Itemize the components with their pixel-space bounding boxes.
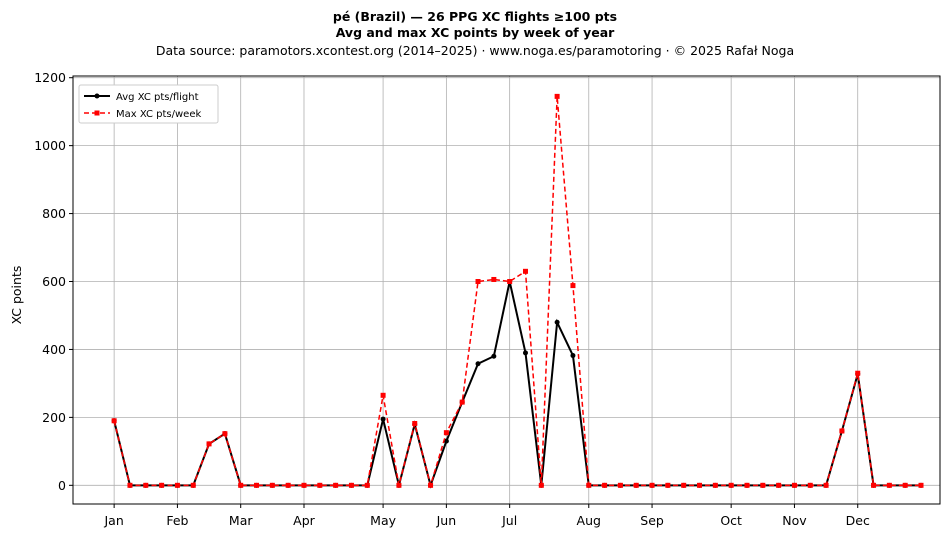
x-tick-label: Jul bbox=[501, 513, 517, 528]
y-tick-label: 800 bbox=[42, 206, 66, 221]
max-point bbox=[127, 482, 133, 488]
max-point bbox=[776, 482, 782, 488]
max-point bbox=[649, 482, 655, 488]
max-point bbox=[348, 482, 354, 488]
max-point bbox=[412, 420, 418, 426]
max-point bbox=[697, 482, 703, 488]
max-point bbox=[886, 482, 892, 488]
chart-subtitle: Data source: paramotors.xcontest.org (20… bbox=[156, 43, 794, 58]
legend-avg-label: Avg XC pts/flight bbox=[116, 92, 199, 103]
y-tick-label: 1200 bbox=[34, 70, 66, 85]
max-point bbox=[902, 482, 908, 488]
chart-title-line2: Avg and max XC points by week of year bbox=[336, 25, 615, 40]
max-point bbox=[222, 431, 228, 437]
max-point bbox=[538, 482, 544, 488]
max-point bbox=[586, 482, 592, 488]
max-point bbox=[744, 482, 750, 488]
x-tick-label: May bbox=[370, 513, 396, 528]
max-point bbox=[681, 482, 687, 488]
x-tick-label: Aug bbox=[577, 513, 601, 528]
y-tick-label: 600 bbox=[42, 274, 66, 289]
chart-title-line1: pé (Brazil) — 26 PPG XC flights ≥100 pts bbox=[333, 9, 617, 24]
avg-point bbox=[554, 319, 560, 325]
y-tick-label: 400 bbox=[42, 342, 66, 357]
max-point bbox=[823, 482, 829, 488]
avg-point bbox=[522, 350, 528, 356]
max-point bbox=[570, 283, 576, 289]
y-axis-label: XC points bbox=[9, 266, 24, 325]
x-tick-label: Apr bbox=[293, 513, 315, 528]
max-point bbox=[602, 482, 608, 488]
avg-point bbox=[380, 416, 386, 422]
max-point bbox=[617, 482, 623, 488]
plot-frame bbox=[72, 75, 941, 505]
max-point bbox=[918, 482, 924, 488]
max-point bbox=[712, 482, 718, 488]
legend: Avg XC pts/flight Max XC pts/week bbox=[78, 84, 219, 124]
max-point bbox=[554, 93, 560, 99]
max-point bbox=[317, 482, 323, 488]
y-tick-label: 1000 bbox=[34, 138, 66, 153]
max-point bbox=[633, 482, 639, 488]
series-layer bbox=[111, 93, 924, 489]
max-point bbox=[143, 482, 149, 488]
max-point bbox=[333, 482, 339, 488]
max-point bbox=[807, 482, 813, 488]
x-tick-label: Nov bbox=[782, 513, 807, 528]
avg-point bbox=[475, 361, 481, 367]
max-point bbox=[396, 482, 402, 488]
max-point bbox=[190, 482, 196, 488]
legend-max-label: Max XC pts/week bbox=[116, 109, 201, 120]
max-point bbox=[507, 279, 513, 285]
max-point bbox=[111, 418, 117, 424]
max-point bbox=[871, 482, 877, 488]
max-point bbox=[159, 482, 165, 488]
max-point bbox=[760, 482, 766, 488]
y-tick-label: 200 bbox=[42, 410, 66, 425]
max-point bbox=[364, 482, 370, 488]
max-point bbox=[728, 482, 734, 488]
x-tick-label: Jan bbox=[103, 513, 123, 528]
series-line-avg bbox=[113, 281, 922, 489]
max-point bbox=[238, 482, 244, 488]
max-point bbox=[428, 482, 434, 488]
max-point bbox=[522, 268, 528, 274]
legend-box bbox=[78, 84, 219, 124]
legend-avg-marker bbox=[94, 93, 100, 99]
max-point bbox=[491, 276, 497, 282]
max-point bbox=[791, 482, 797, 488]
y-tick-label: 0 bbox=[58, 478, 66, 493]
max-point bbox=[459, 399, 465, 405]
max-point bbox=[475, 279, 481, 285]
max-point bbox=[301, 482, 307, 488]
max-point bbox=[380, 392, 386, 398]
grid bbox=[73, 76, 940, 504]
max-point bbox=[206, 441, 212, 447]
x-tick-label: Sep bbox=[640, 513, 664, 528]
x-tick-label: Oct bbox=[720, 513, 742, 528]
axis-ticks: 0 200 400 600 800 1000 1200 Jan Feb Mar Apr May Jun J… bbox=[34, 70, 870, 528]
x-tick-label: Dec bbox=[846, 513, 870, 528]
x-tick-label: Mar bbox=[229, 513, 253, 528]
x-tick-label: Feb bbox=[166, 513, 188, 528]
avg-point bbox=[443, 438, 449, 444]
max-point bbox=[665, 482, 671, 488]
avg-point bbox=[491, 353, 497, 359]
max-point bbox=[839, 428, 845, 434]
series-line-max bbox=[113, 96, 922, 489]
max-point bbox=[443, 430, 449, 436]
avg-point bbox=[570, 353, 576, 359]
max-point bbox=[285, 482, 291, 488]
max-point bbox=[174, 482, 180, 488]
legend-max-marker bbox=[94, 110, 100, 116]
max-point bbox=[855, 370, 861, 376]
max-point bbox=[269, 482, 275, 488]
max-point bbox=[254, 482, 260, 488]
x-tick-label: Jun bbox=[436, 513, 457, 528]
